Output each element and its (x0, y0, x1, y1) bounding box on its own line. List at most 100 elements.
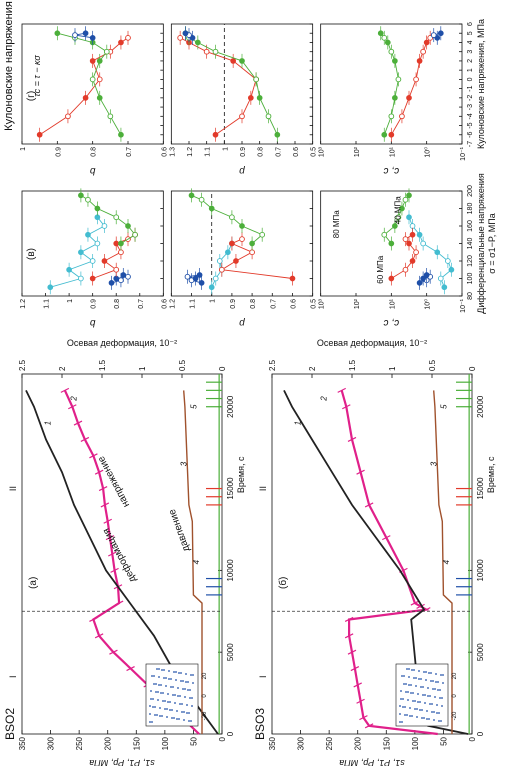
x-axis-label: Время, с (236, 456, 246, 493)
inset-point (428, 718, 430, 720)
data-point (54, 30, 61, 37)
inset-point (400, 690, 402, 692)
inset-point (167, 701, 169, 703)
inset-point (434, 688, 436, 690)
data-point (65, 113, 71, 120)
stress-hatch (114, 600, 124, 606)
stress-hatch (350, 666, 360, 672)
data-point (198, 196, 205, 203)
y-tick-label: 0.8 (250, 299, 257, 309)
y-tick-label: 300 (47, 736, 56, 750)
inset-point (150, 698, 152, 700)
inset-point (178, 672, 180, 674)
inset-point (188, 720, 190, 722)
y-tick-label: 250 (75, 736, 84, 750)
inset-point (186, 704, 188, 706)
inset-point (415, 685, 417, 687)
x-axis-label: Кулоновские напряжения, МПа (476, 19, 486, 149)
y-tick-label: 0.6 (161, 299, 168, 309)
inset-point (437, 689, 439, 691)
inset-point (174, 702, 176, 704)
data-point (409, 231, 416, 238)
x-tick-label: 200 (467, 185, 474, 197)
data-point (78, 249, 84, 256)
data-point (182, 30, 189, 37)
x-tick-label: 20000 (476, 395, 485, 418)
inset-point (169, 701, 171, 703)
data-point (416, 280, 423, 286)
data-point (85, 196, 91, 203)
data-point (233, 258, 239, 264)
data-point (85, 231, 91, 238)
data-point (430, 32, 437, 38)
y-axis-label: s1, P1, Pp, МПа (339, 758, 405, 766)
data-point (381, 231, 388, 238)
inset-point (176, 710, 178, 712)
inset-point (431, 711, 433, 713)
inset-point (163, 677, 165, 679)
inset-point (153, 683, 155, 685)
inset-point (412, 692, 414, 694)
data-point (399, 113, 405, 120)
data-point (89, 258, 96, 264)
data-point (101, 223, 108, 229)
inset-point (422, 694, 424, 696)
inset-point (171, 709, 173, 711)
inset-point (410, 684, 412, 686)
x-tick-label: 5000 (476, 643, 485, 661)
x-tick-label: 80 (467, 292, 474, 300)
x-tick-label: 0 (226, 731, 235, 736)
inset-point (172, 694, 174, 696)
y-tick-label: 0.8 (91, 147, 98, 157)
data-point (78, 192, 84, 199)
inset-point (399, 721, 401, 723)
x-tick-label: 4 (467, 40, 474, 44)
y-tick-label: 0.8 (258, 147, 265, 157)
y2-tick-label: 2 (58, 366, 67, 371)
data-point (94, 205, 101, 212)
panel-label: (в) (26, 248, 37, 260)
inset-point (151, 675, 153, 677)
y2-axis-label: Осевая деформация, 10⁻² (317, 338, 427, 348)
inset-point (414, 700, 416, 702)
data-point (208, 205, 215, 212)
y-tick-label: 0.7 (275, 147, 282, 157)
y-tick-label: 1.2 (187, 147, 194, 157)
x-tick-label: 6 (467, 22, 474, 26)
x-tick-label: 3 (467, 50, 474, 54)
stress-hatch (416, 603, 425, 609)
y2-tick-label: 0.5 (428, 359, 437, 371)
inset-point (433, 711, 435, 713)
y2-tick-label: 1.5 (98, 359, 107, 371)
y-tick-label: 0.8 (114, 299, 121, 309)
data-point (94, 214, 101, 221)
data-point (437, 30, 444, 37)
inset-point (421, 709, 423, 711)
inset-point (440, 674, 442, 676)
data-point (89, 34, 96, 41)
x-tick-label: -1 (467, 85, 474, 91)
y-tick-label: 250 (325, 736, 334, 750)
y-tick-label: 0.7 (270, 299, 277, 309)
inset-point (416, 708, 418, 710)
data-point (229, 240, 235, 247)
inset-point (441, 705, 443, 707)
inset-point (175, 671, 177, 673)
annotation-2: 2 (319, 396, 328, 402)
data-point (47, 284, 54, 291)
y-axis-label: b (89, 317, 95, 328)
data-point (437, 275, 444, 282)
y-tick-label: 1 (67, 299, 74, 303)
y-tick-label: 0 (468, 736, 477, 741)
y-tick-label: 0.5 (311, 147, 318, 157)
inset-point (182, 680, 184, 682)
inset-point (158, 676, 160, 678)
y-tick-label: 150 (382, 736, 391, 750)
series-line (185, 32, 278, 135)
inset-point (189, 689, 191, 691)
stress-hatch (60, 387, 70, 393)
inset-point (166, 716, 168, 718)
